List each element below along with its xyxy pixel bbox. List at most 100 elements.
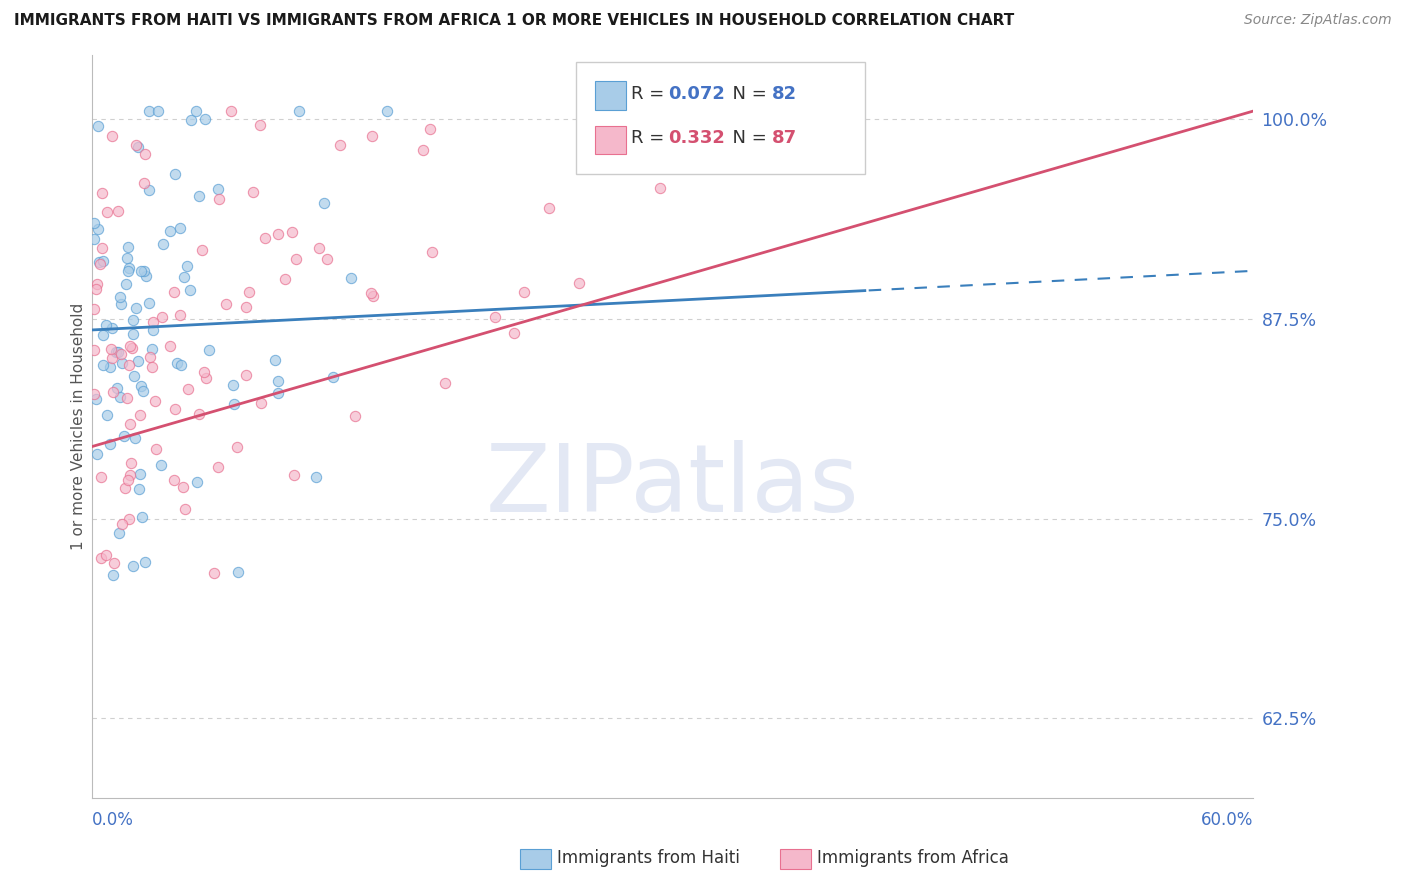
Point: [173, 270, 195, 285]
Point: [112, 429, 135, 443]
Point: [101, 351, 124, 365]
Point: [125, 301, 148, 315]
Point: [375, 104, 398, 119]
Text: Source: ZipAtlas.com: Source: ZipAtlas.com: [1244, 13, 1392, 28]
Point: [84, 392, 107, 407]
Point: [131, 510, 153, 524]
Point: [91, 241, 114, 255]
Point: [83, 386, 105, 401]
Point: [264, 353, 287, 368]
Point: [312, 195, 335, 210]
Point: [110, 347, 132, 361]
Text: R =: R =: [631, 85, 671, 103]
Point: [143, 394, 166, 409]
Point: [132, 384, 155, 399]
Point: [170, 358, 193, 372]
Point: [215, 297, 238, 311]
Text: Immigrants from Africa: Immigrants from Africa: [817, 849, 1008, 867]
Point: [329, 138, 352, 153]
Point: [274, 271, 297, 285]
Point: [83, 343, 105, 357]
Point: [650, 181, 672, 195]
Point: [101, 321, 124, 335]
Point: [108, 526, 131, 541]
Point: [101, 384, 124, 399]
Point: [86, 222, 108, 236]
Point: [120, 339, 142, 353]
Point: [125, 137, 148, 152]
Point: [127, 140, 149, 154]
Point: [191, 243, 214, 257]
Text: Immigrants from Haiti: Immigrants from Haiti: [557, 849, 740, 867]
Point: [316, 252, 339, 267]
Text: 60.0%: 60.0%: [1201, 811, 1253, 829]
Point: [194, 112, 217, 127]
Point: [141, 343, 163, 357]
Point: [202, 566, 225, 580]
Point: [100, 129, 122, 144]
Text: ZIPatlas: ZIPatlas: [485, 440, 859, 532]
Point: [162, 473, 184, 487]
Point: [242, 185, 264, 199]
Point: [344, 409, 367, 423]
Point: [361, 128, 384, 143]
Point: [340, 271, 363, 285]
Point: [363, 289, 385, 303]
Point: [122, 313, 145, 327]
Point: [84, 282, 107, 296]
Point: [134, 555, 156, 569]
Point: [107, 204, 129, 219]
Point: [169, 220, 191, 235]
Point: [118, 467, 141, 482]
Point: [100, 342, 122, 356]
Point: [132, 264, 155, 278]
Point: [129, 264, 152, 278]
Point: [111, 356, 134, 370]
Point: [91, 328, 114, 343]
Point: [94, 318, 117, 333]
Point: [98, 437, 121, 451]
Point: [152, 237, 174, 252]
Point: [281, 225, 304, 239]
Point: [412, 143, 434, 157]
Point: [159, 338, 181, 352]
Point: [266, 385, 288, 400]
Point: [117, 264, 139, 278]
Point: [267, 375, 290, 389]
Point: [124, 431, 146, 445]
Point: [111, 516, 134, 531]
Point: [96, 408, 118, 422]
Point: [129, 379, 152, 393]
Point: [537, 201, 560, 215]
Point: [121, 341, 143, 355]
Point: [114, 277, 136, 291]
Point: [568, 277, 591, 291]
Point: [145, 442, 167, 456]
Point: [163, 401, 186, 416]
Point: [224, 397, 246, 411]
Point: [110, 390, 132, 404]
Point: [96, 204, 118, 219]
Point: [138, 183, 160, 197]
Point: [115, 391, 138, 405]
Text: N =: N =: [721, 129, 773, 147]
Point: [91, 253, 114, 268]
Point: [138, 296, 160, 310]
Point: [235, 300, 257, 314]
Point: [484, 310, 506, 324]
Point: [138, 104, 160, 119]
Point: [360, 286, 382, 301]
Point: [91, 186, 114, 201]
Text: IMMIGRANTS FROM HAITI VS IMMIGRANTS FROM AFRICA 1 OR MORE VEHICLES IN HOUSEHOLD : IMMIGRANTS FROM HAITI VS IMMIGRANTS FROM…: [14, 13, 1014, 29]
Point: [118, 260, 141, 275]
Point: [176, 259, 198, 273]
Point: [122, 326, 145, 341]
Point: [513, 285, 536, 299]
Point: [100, 360, 122, 375]
Point: [288, 104, 311, 119]
Point: [107, 345, 129, 359]
Point: [179, 283, 201, 297]
Point: [207, 182, 229, 196]
Point: [163, 285, 186, 299]
Point: [249, 118, 271, 132]
